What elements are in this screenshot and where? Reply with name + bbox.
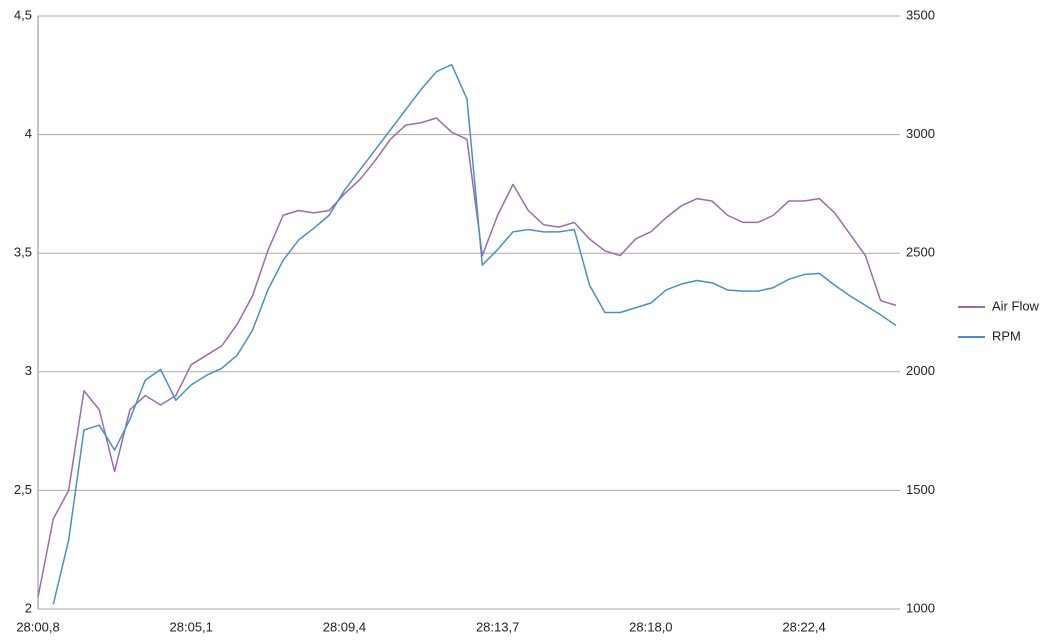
y2-tick-label: 2000 [906,363,935,378]
y2-tick-label: 3500 [906,7,935,22]
y-tick-label: 2 [25,600,32,615]
y-tick-label: 2,5 [14,482,32,497]
y-tick-label: 3,5 [14,245,32,260]
legend-label: Air Flow [992,298,1040,313]
y2-tick-label: 3000 [906,126,935,141]
y2-tick-label: 2500 [906,245,935,260]
x-tick-label: 28:18,0 [629,619,672,634]
y2-tick-label: 1000 [906,600,935,615]
y-tick-label: 4 [25,126,32,141]
legend-label: RPM [992,328,1021,343]
y-tick-label: 3 [25,363,32,378]
y-tick-label: 4,5 [14,7,32,22]
x-tick-label: 28:05,1 [170,619,213,634]
x-tick-label: 28:09,4 [323,619,366,634]
x-tick-label: 28:22,4 [782,619,825,634]
y2-tick-label: 1500 [906,482,935,497]
series-line [52,63,897,605]
x-tick-label: 28:00,8 [16,619,59,634]
x-tick-label: 28:13,7 [476,619,519,634]
series-line [37,117,897,598]
